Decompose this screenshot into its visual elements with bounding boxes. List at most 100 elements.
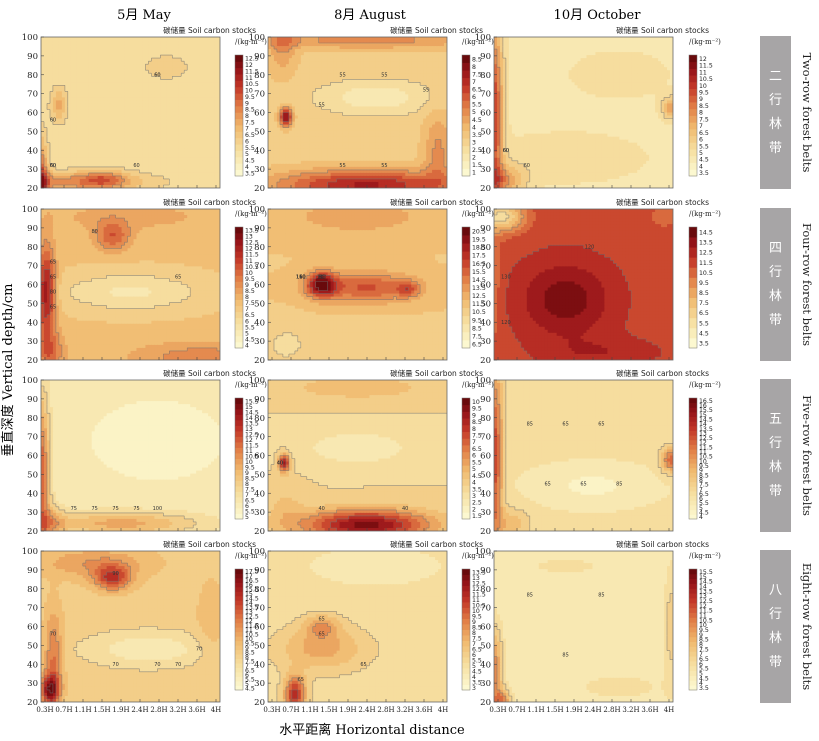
legend-swatch [689,588,697,594]
contour-label: 70 [50,632,56,638]
legend-swatch [235,667,243,673]
legend-frame [688,397,698,520]
y-tick-label: 90 [27,395,38,405]
legend-swatch [462,485,470,493]
y-tick-label: 70 [480,604,491,614]
legend-swatch [462,569,470,575]
x-tick-label: 2.8H [603,706,620,714]
y-tick-label: 30 [480,679,491,689]
legend-tick-label: 6.5 [472,341,482,348]
legend-tick-label: 11.5 [699,444,713,451]
legend-tick-label: 7.5 [245,119,255,126]
legend-swatch [689,135,697,143]
legend-tick-label: 6.5 [699,491,709,498]
y-tick-label: 70 [480,262,491,272]
legend-swatch [462,624,470,630]
y-tick-label: 20 [480,184,491,194]
contour-lines [494,380,673,531]
legend-swatch [689,467,697,473]
legend-swatch [462,267,470,276]
legend-swatch [689,425,697,431]
legend-swatch [235,112,243,120]
legend-tick-label: 7.5 [245,658,255,665]
legend-swatch [462,498,470,506]
legend-tick-label: 16.5 [472,261,486,268]
legend-swatch [462,153,470,162]
contour-label: 60 [133,163,139,169]
legend-swatch [462,299,470,309]
legend-title: 碳储量 Soil carbon stocks [390,539,483,549]
legend-tick-label: 12 [245,246,253,253]
legend-tick-label: 8.5 [472,419,482,426]
contour-label: 85 [527,421,533,427]
legend-swatch [235,99,243,107]
column-title-august: 8月 August [334,8,407,23]
contour-label: 70 [112,662,118,668]
legend-tick-label: 8 [245,654,249,661]
y-axis-title: 垂直深度 Vertical depth/cm [0,284,16,457]
legend-tick-label: 13 [245,609,253,616]
legend-tick-label: 6.5 [245,667,255,674]
contour-lines [41,385,197,531]
legend-tick-label: 13 [472,575,480,582]
contour-label: 65 [319,617,325,623]
legend-swatch [689,411,697,418]
legend-tick-label: 5.5 [699,143,709,150]
x-tick-label: 4H [664,706,675,714]
contour-label: 70 [175,662,181,668]
legend-swatch [689,505,697,511]
row-label-cn-char: 五 [769,412,782,427]
legend-swatch [235,658,243,664]
legend-swatch [235,287,243,294]
y-tick-label: 40 [27,489,38,499]
row-label-en: Eight-row forest belts [800,563,814,690]
legend-tick-label: 9 [699,468,703,475]
legend-tick-label: 4 [245,164,249,171]
legend-tick-label: 7 [245,663,249,670]
legend-swatch [235,245,243,252]
legend-tick-label: 10 [245,636,253,643]
y-tick-label: 60 [480,281,491,291]
row-label-cn-char: 行 [769,607,782,622]
legend-tick-label: 9 [245,100,249,107]
legend-swatch [235,67,243,75]
contour-label: 60 [154,72,160,78]
contour-label: 65 [298,677,304,683]
legend-swatch [462,275,470,284]
legend-swatch [689,646,697,652]
legend-tick-label: 15.5 [245,587,259,594]
legend-swatch [462,471,470,480]
y-tick-label: 90 [480,566,491,576]
legend-swatch [462,145,470,154]
x-tick-label: 1.9H [339,706,356,714]
legend-tick-label: 13.5 [245,605,259,612]
legend-tick-label: 1 [472,170,476,177]
y-tick-label: 80 [254,243,265,253]
legend-swatch [235,414,243,421]
legend-tick-label: 5.5 [245,145,255,152]
legend-tick-label: 12 [245,437,253,444]
legend-tick-label: 2.5 [472,500,482,507]
legend-frame [234,568,244,691]
legend-tick-label: 10.5 [699,454,713,461]
legend-title: 碳储量 Soil carbon stocks [163,368,256,378]
legend-unit: /(kg·m⁻²) [235,38,267,46]
legend-swatch [235,649,243,655]
legend-swatch [462,445,470,453]
legend-tick-label: 14.5 [699,230,713,237]
legend-swatch [462,283,470,292]
y-tick-label: 60 [27,109,38,119]
legend-title: 碳储量 Soil carbon stocks [163,539,256,549]
contour-label: 85 [562,653,568,659]
contour-label: 80 [319,275,325,281]
legend-swatch [689,439,697,445]
legend-tick-label: 17.5 [472,253,486,260]
legend-tick-label: 14.5 [245,409,259,416]
y-tick-label: 80 [254,71,265,81]
y-tick-label: 60 [254,109,265,119]
legend-tick-label: 3 [472,493,476,500]
legend-swatch [689,641,697,647]
